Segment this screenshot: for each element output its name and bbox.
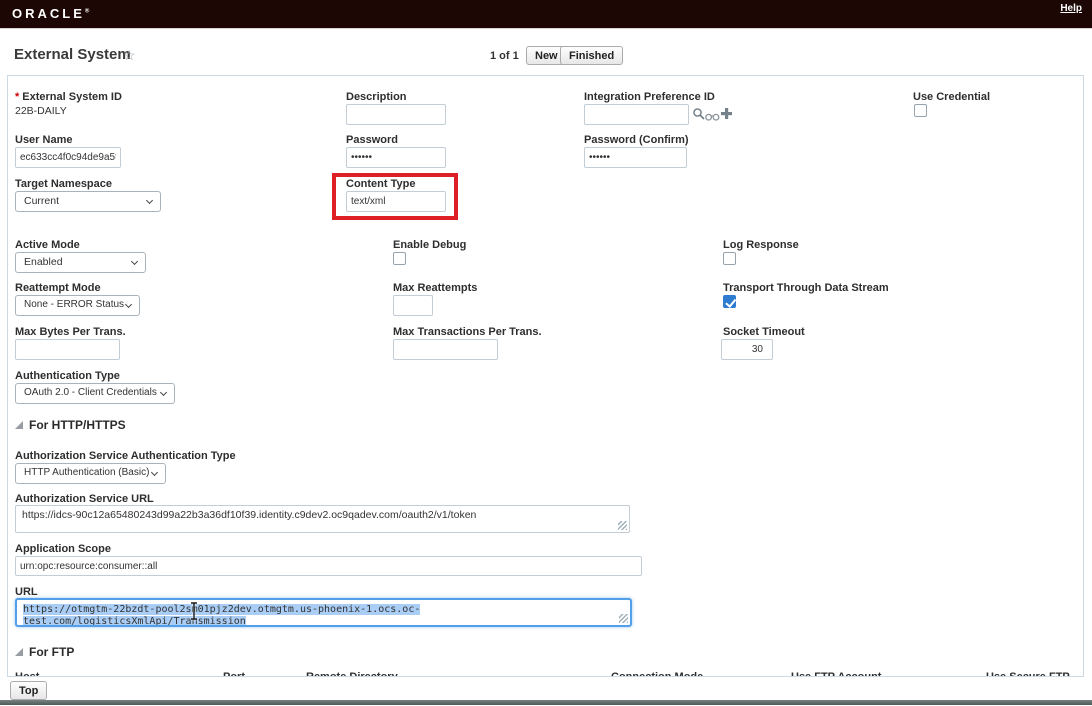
reattempt-mode-label: Reattempt Mode bbox=[15, 282, 101, 294]
max-reattempts-label: Max Reattempts bbox=[393, 282, 478, 294]
content-type-input[interactable] bbox=[346, 191, 446, 212]
auth-service-url-textarea[interactable]: https://idcs-90c12a65480243d99a22b3a36df… bbox=[15, 505, 630, 533]
top-button[interactable]: Top bbox=[10, 681, 48, 700]
password-confirm-label: Password (Confirm) bbox=[584, 134, 689, 146]
chevron-down-icon bbox=[159, 388, 168, 397]
ftp-use-ftp-account-label: Use FTP Account bbox=[791, 671, 882, 677]
description-input[interactable] bbox=[346, 104, 446, 125]
password-input[interactable] bbox=[346, 147, 446, 168]
help-link[interactable]: Help bbox=[1060, 3, 1082, 14]
transport-through-data-stream-label: Transport Through Data Stream bbox=[723, 282, 889, 294]
password-label: Password bbox=[346, 134, 398, 146]
section-ftp-header: For FTP bbox=[29, 645, 75, 659]
section-collapse-triangle-icon[interactable] bbox=[15, 648, 23, 656]
integration-preference-id-label: Integration Preference ID bbox=[584, 91, 715, 103]
user-name-input[interactable] bbox=[15, 147, 121, 168]
chevron-down-icon bbox=[145, 196, 154, 205]
external-system-id-label: * External System ID bbox=[15, 91, 122, 103]
selected-url-text: https://otmgtm-22bzdt-pool2sm01pjz2dev.o… bbox=[23, 604, 421, 627]
url-textarea[interactable]: https://otmgtm-22bzdt-pool2sm01pjz2dev.o… bbox=[15, 598, 632, 627]
page-title: External System bbox=[14, 46, 131, 63]
required-marker: * bbox=[15, 91, 20, 103]
application-scope-input[interactable] bbox=[15, 556, 642, 576]
external-system-form-panel: * External System ID 22B-DAILY Descriptio… bbox=[7, 75, 1084, 677]
ftp-remote-directory-label: Remote Directory bbox=[306, 671, 398, 677]
ftp-port-label: Port bbox=[223, 671, 245, 677]
search-icon[interactable] bbox=[692, 107, 706, 121]
section-collapse-triangle-icon[interactable] bbox=[15, 421, 23, 429]
max-reattempts-input[interactable] bbox=[393, 295, 433, 316]
ftp-connection-mode-label: Connection Mode bbox=[611, 671, 704, 677]
content-type-annotation-box bbox=[332, 173, 458, 220]
view-finder-icon[interactable] bbox=[705, 109, 720, 123]
authentication-type-label: Authentication Type bbox=[15, 370, 120, 382]
target-namespace-select[interactable]: Current bbox=[15, 191, 161, 212]
add-plus-icon[interactable] bbox=[720, 107, 734, 121]
reattempt-mode-select[interactable]: None - ERROR Status bbox=[15, 295, 140, 316]
active-mode-select[interactable]: Enabled bbox=[15, 252, 146, 273]
max-bytes-per-trans-label: Max Bytes Per Trans. bbox=[15, 326, 126, 338]
target-namespace-label: Target Namespace bbox=[15, 178, 113, 190]
external-system-id-value: 22B-DAILY bbox=[15, 105, 67, 117]
bottom-status-bar bbox=[0, 700, 1092, 705]
max-transactions-per-trans-label: Max Transactions Per Trans. bbox=[393, 326, 542, 338]
transport-through-data-stream-checkbox[interactable] bbox=[723, 295, 736, 308]
socket-timeout-input[interactable] bbox=[721, 339, 773, 360]
application-scope-label: Application Scope bbox=[15, 543, 111, 555]
auth-service-url-label: Authorization Service URL bbox=[15, 493, 154, 505]
ftp-use-secure-ftp-label: Use Secure FTP bbox=[986, 671, 1070, 677]
use-credential-label: Use Credential bbox=[913, 91, 991, 103]
log-response-label: Log Response bbox=[723, 239, 799, 251]
auth-service-auth-type-select[interactable]: HTTP Authentication (Basic) bbox=[15, 463, 166, 484]
max-transactions-per-trans-input[interactable] bbox=[393, 339, 498, 360]
socket-timeout-label: Socket Timeout bbox=[723, 326, 805, 338]
registered-mark: ® bbox=[84, 8, 90, 15]
section-http-https-header: For HTTP/HTTPS bbox=[29, 418, 126, 432]
brand-bar: ORACLE® Help bbox=[0, 0, 1092, 28]
finished-button[interactable]: Finished bbox=[560, 46, 624, 65]
chevron-down-icon bbox=[150, 468, 159, 477]
chevron-down-icon bbox=[130, 257, 139, 266]
integration-preference-id-input[interactable] bbox=[584, 104, 689, 125]
record-count: 1 of 1 bbox=[490, 50, 519, 62]
active-mode-label: Active Mode bbox=[15, 239, 80, 251]
description-label: Description bbox=[346, 91, 407, 103]
favorite-star-icon[interactable]: ☆ bbox=[123, 47, 136, 63]
enable-debug-checkbox[interactable] bbox=[393, 252, 406, 265]
content-type-label: Content Type bbox=[346, 178, 416, 190]
chevron-down-icon bbox=[124, 300, 133, 309]
auth-service-auth-type-label: Authorization Service Authentication Typ… bbox=[15, 450, 236, 462]
url-label: URL bbox=[15, 586, 38, 598]
use-credential-checkbox[interactable] bbox=[914, 104, 927, 117]
authentication-type-select[interactable]: OAuth 2.0 - Client Credentials bbox=[15, 383, 175, 404]
oracle-logo: ORACLE® bbox=[12, 6, 90, 21]
max-bytes-per-trans-input[interactable] bbox=[15, 339, 120, 360]
log-response-checkbox[interactable] bbox=[723, 252, 736, 265]
password-confirm-input[interactable] bbox=[584, 147, 687, 168]
enable-debug-label: Enable Debug bbox=[393, 239, 467, 251]
ftp-host-label: Host bbox=[15, 671, 40, 677]
user-name-label: User Name bbox=[15, 134, 73, 146]
